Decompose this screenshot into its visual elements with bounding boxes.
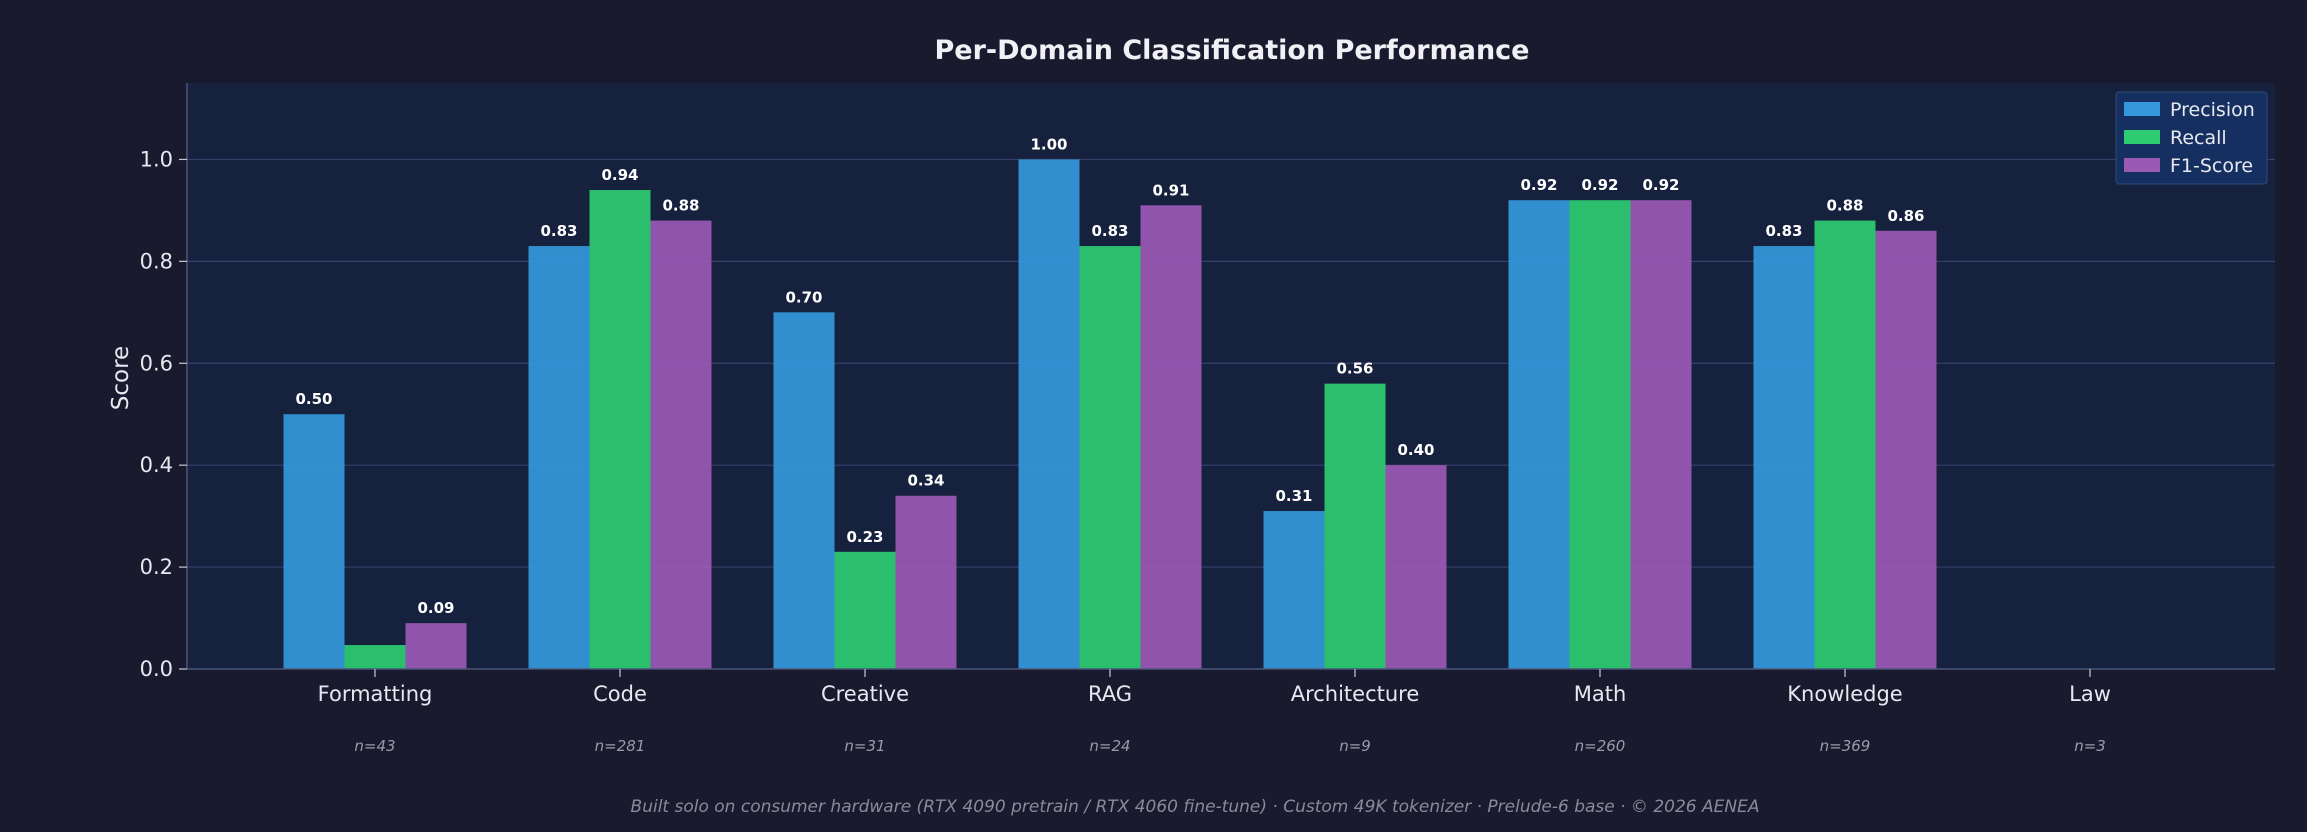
bar-recall-formatting xyxy=(344,645,406,669)
y-tick-label: 0.2 xyxy=(140,555,173,579)
x-tick-label: Formatting xyxy=(318,682,433,706)
value-label: 0.83 xyxy=(1765,222,1802,240)
value-label: 0.94 xyxy=(601,166,638,184)
plot-area xyxy=(187,83,2275,669)
bar-f1-score-knowledge xyxy=(1875,230,1937,669)
sample-count-label: n=260 xyxy=(1575,737,1626,755)
bar-f1-score-creative xyxy=(895,495,957,669)
value-label: 0.50 xyxy=(295,390,332,408)
value-label: 0.70 xyxy=(785,288,822,306)
value-label: 0.92 xyxy=(1642,176,1679,194)
bar-precision-architecture xyxy=(1263,511,1325,669)
bar-f1-score-rag xyxy=(1140,205,1202,669)
value-label: 0.91 xyxy=(1152,181,1189,199)
value-label: 0.40 xyxy=(1397,441,1434,459)
value-label: 0.23 xyxy=(846,528,883,546)
value-labels: 0.50 0.09 0.83 0.94 0.88 0.70 0.23 0.34 1.00 0.83… xyxy=(295,135,1924,617)
value-label: 0.83 xyxy=(540,222,577,240)
legend: Precision Recall F1-Score xyxy=(2115,91,2268,185)
value-label: 0.09 xyxy=(417,599,454,617)
value-label: 0.56 xyxy=(1336,360,1373,378)
x-tick-label: Knowledge xyxy=(1787,682,1902,706)
value-label: 0.92 xyxy=(1581,176,1618,194)
chart-title: Per-Domain Classification Performance xyxy=(935,35,1530,66)
y-tick-label: 0.6 xyxy=(140,351,173,375)
sample-count-label: n=281 xyxy=(595,737,646,755)
bar-recall-creative xyxy=(834,551,896,669)
y-tick-label: 0.4 xyxy=(140,453,173,477)
bar-f1-score-formatting xyxy=(405,623,467,669)
value-label: 0.88 xyxy=(1826,197,1863,215)
bar-f1-score-math xyxy=(1630,200,1692,669)
bar-f1-score-code xyxy=(650,220,712,669)
value-label: 0.86 xyxy=(1887,207,1924,225)
bar-precision-knowledge xyxy=(1753,246,1815,670)
bar-precision-math xyxy=(1508,200,1570,669)
legend-swatch-precision xyxy=(2124,102,2160,116)
x-ticks: Formatting Code Creative RAG Architecture Mat… xyxy=(318,669,2111,706)
sample-count-label: n=3 xyxy=(2074,737,2106,755)
legend-swatch-f1-score xyxy=(2124,158,2160,172)
y-tick-label: 0.8 xyxy=(140,249,173,273)
legend-label: Recall xyxy=(2170,127,2227,149)
value-label: 0.83 xyxy=(1091,222,1128,240)
x-tick-label: Code xyxy=(593,682,647,706)
bar-precision-formatting xyxy=(283,414,345,669)
x-tick-label: Math xyxy=(1574,682,1627,706)
sample-count-label: n=9 xyxy=(1339,737,1371,755)
legend-swatch-recall xyxy=(2124,130,2160,144)
value-label: 1.00 xyxy=(1030,135,1067,153)
sample-counts: n=43 n=281 n=31 n=24 n=9 n=260 n=369 n=3 xyxy=(354,737,2105,755)
bar-recall-architecture xyxy=(1324,383,1386,669)
y-tick-label: 1.0 xyxy=(140,147,173,171)
y-ticks: 0.0 0.2 0.4 0.6 0.8 1.0 xyxy=(140,147,187,681)
sample-count-label: n=369 xyxy=(1820,737,1871,755)
bar-precision-rag xyxy=(1018,159,1080,669)
bar-recall-code xyxy=(589,190,651,669)
footer-note: Built solo on consumer hardware (RTX 409… xyxy=(631,797,1760,817)
x-tick-label: RAG xyxy=(1088,682,1132,706)
value-label: 0.92 xyxy=(1520,176,1557,194)
sample-count-label: n=31 xyxy=(844,737,885,755)
bar-f1-score-architecture xyxy=(1385,465,1447,669)
value-label: 0.34 xyxy=(907,472,944,490)
y-axis-label: Score xyxy=(108,346,134,410)
x-tick-label: Law xyxy=(2069,682,2111,706)
bar-recall-knowledge xyxy=(1814,220,1876,669)
bar-recall-math xyxy=(1569,200,1631,669)
legend-label: F1-Score xyxy=(2170,155,2253,177)
x-tick-label: Architecture xyxy=(1291,682,1420,706)
bar-precision-code xyxy=(528,246,590,670)
y-tick-label: 0.0 xyxy=(140,657,173,681)
bar-precision-creative xyxy=(773,312,835,669)
bar-recall-rag xyxy=(1079,246,1141,670)
sample-count-label: n=43 xyxy=(354,737,395,755)
bars xyxy=(283,159,1937,670)
legend-label: Precision xyxy=(2170,99,2255,121)
value-label: 0.88 xyxy=(662,197,699,215)
value-label: 0.31 xyxy=(1275,487,1312,505)
sample-count-label: n=24 xyxy=(1089,737,1130,755)
x-tick-label: Creative xyxy=(821,682,909,706)
